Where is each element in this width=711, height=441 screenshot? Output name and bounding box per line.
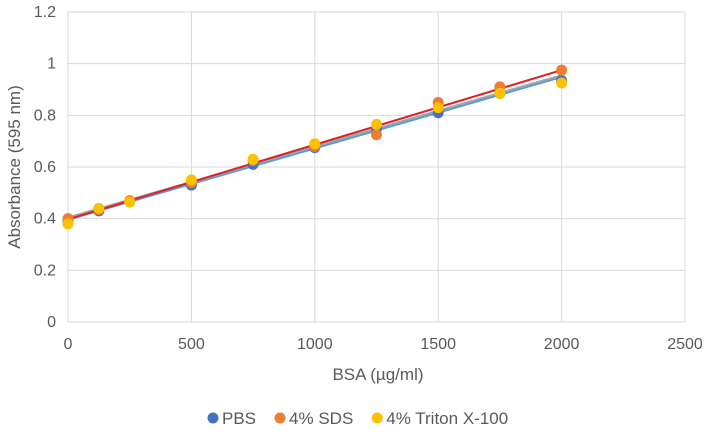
data-point-4-triton-x-100 xyxy=(371,118,382,130)
legend-marker xyxy=(371,412,383,424)
data-point-4-triton-x-100 xyxy=(185,174,197,186)
data-point-4-triton-x-100 xyxy=(62,218,74,230)
y-tick-labels: 0 0.2 0.4 0.6 0.8 1 1.2 xyxy=(34,4,56,331)
data-point-4-triton-x-100 xyxy=(556,77,568,89)
y-tick-label: 0.4 xyxy=(34,211,56,228)
y-tick-label: 1.2 xyxy=(34,4,56,21)
data-point-4-sds xyxy=(371,129,382,141)
x-tick-label: 2500 xyxy=(667,336,703,353)
data-points xyxy=(62,64,568,230)
y-tick-label: 0.2 xyxy=(34,262,56,279)
legend-item: 4% Triton X-100 xyxy=(371,409,508,428)
data-point-4-triton-x-100 xyxy=(432,102,444,114)
data-point-4-triton-x-100 xyxy=(494,87,506,99)
data-point-4-sds xyxy=(556,64,568,76)
x-tick-label: 1000 xyxy=(297,336,333,353)
x-tick-label: 1500 xyxy=(420,336,456,353)
x-axis-title: BSA (µg/ml) xyxy=(332,365,423,384)
y-axis-title: Absorbance (595 nm) xyxy=(5,85,24,248)
legend-label: 4% Triton X-100 xyxy=(386,409,508,428)
legend: PBS 4% SDS 4% Triton X-100 xyxy=(207,409,508,428)
x-tick-label: 2000 xyxy=(544,336,580,353)
y-tick-label: 0.8 xyxy=(34,107,56,124)
legend-marker xyxy=(274,412,286,424)
x-tick-label: 0 xyxy=(64,336,73,353)
data-point-4-triton-x-100 xyxy=(309,138,321,150)
y-tick-label: 0 xyxy=(47,314,56,331)
legend-item: 4% SDS xyxy=(274,409,353,428)
y-tick-label: 1 xyxy=(47,56,56,73)
data-point-4-triton-x-100 xyxy=(247,153,259,165)
axes xyxy=(67,12,685,323)
legend-label: PBS xyxy=(222,409,256,428)
data-point-4-triton-x-100 xyxy=(124,196,136,208)
legend-item: PBS xyxy=(207,409,256,428)
grid-lines xyxy=(68,11,686,322)
x-tick-label: 500 xyxy=(178,336,205,353)
legend-marker xyxy=(207,412,219,424)
y-tick-label: 0.6 xyxy=(34,159,56,176)
data-point-4-triton-x-100 xyxy=(93,202,105,214)
legend-label: 4% SDS xyxy=(289,409,353,428)
x-tick-labels: 0 500 1000 1500 2000 2500 xyxy=(64,336,703,353)
